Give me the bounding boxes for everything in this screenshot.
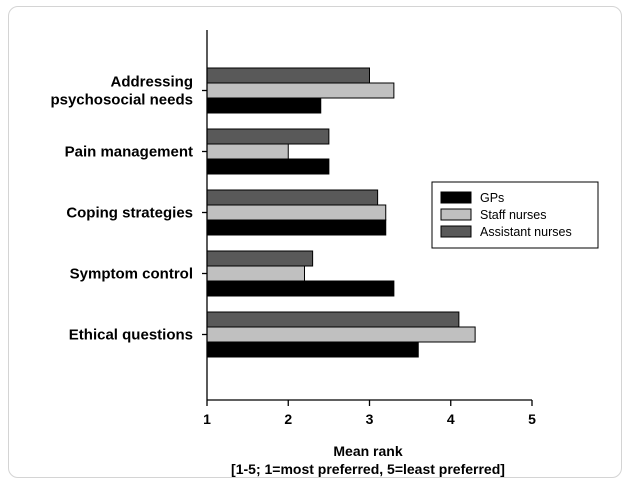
legend-swatch-2 [440,225,472,238]
category-label-1-0: Pain management [65,144,193,161]
bar-staff-nurses-0 [206,82,395,99]
bar-assistant-nurses-3 [206,250,314,267]
bar-gps-0 [206,97,322,114]
bar-gps-1 [206,158,330,175]
bar-gps-3 [206,280,395,297]
legend-label-2: Assistant nurses [480,225,572,239]
category-label-0-0: Addressing [110,74,193,91]
x-ticks: 1 2 3 4 5 [203,400,536,427]
legend-swatch-0 [440,191,472,204]
legend-label-0: GPs [480,191,504,205]
bars-group [206,67,476,358]
x-tick-label-0: 1 [203,411,211,427]
x-tick-label-1: 2 [284,411,292,427]
category-label-4-0: Ethical questions [69,327,193,344]
category-label-2-0: Coping strategies [66,205,193,222]
x-axis-label-line-1: [1-5; 1=most preferred, 5=least preferre… [231,461,505,477]
x-axis-label: Mean rank [1-5; 1=most preferred, 5=least… [231,443,505,477]
bar-gps-2 [206,219,387,236]
bar-staff-nurses-1 [206,143,289,160]
bar-gps-4 [206,341,419,358]
category-label-3-0: Symptom control [70,266,193,283]
legend: GPs Staff nurses Assistant nurses [431,181,599,249]
bar-assistant-nurses-0 [206,67,370,84]
x-tick-label-2: 3 [366,411,374,427]
category-label-0-1: psychosocial needs [50,92,193,109]
bar-staff-nurses-3 [206,265,305,282]
bar-assistant-nurses-2 [206,189,379,206]
bar-staff-nurses-4 [206,326,476,343]
x-axis-label-line-0: Mean rank [333,443,402,459]
legend-label-1: Staff nurses [480,208,546,222]
x-tick-label-3: 4 [447,411,455,427]
bar-staff-nurses-2 [206,204,387,221]
bar-assistant-nurses-1 [206,128,330,145]
bar-assistant-nurses-4 [206,311,460,328]
x-tick-label-4: 5 [528,411,536,427]
legend-swatch-1 [440,208,472,221]
